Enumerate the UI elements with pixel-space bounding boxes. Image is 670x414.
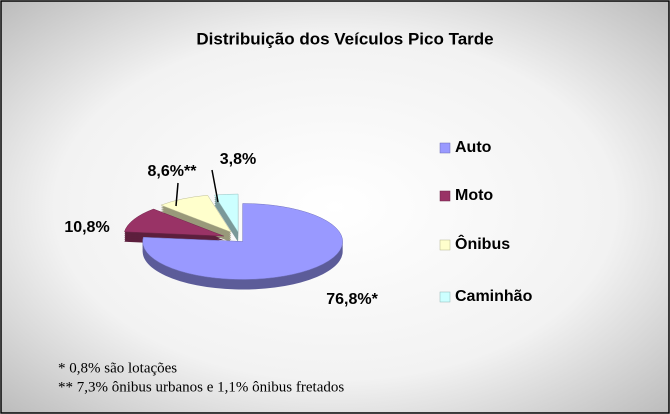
slice bbox=[124, 208, 224, 237]
leader-line bbox=[175, 182, 179, 207]
footnote: * 0,8% são lotações bbox=[58, 360, 177, 376]
slice bbox=[214, 193, 239, 233]
legend-swatch bbox=[439, 142, 451, 154]
slice bbox=[160, 194, 232, 233]
slice bbox=[142, 203, 343, 280]
data-label: 10,8% bbox=[64, 219, 109, 236]
chart-title: Distribuição dos Veículos Pico Tarde bbox=[196, 29, 493, 48]
legend-swatch bbox=[439, 190, 451, 202]
data-label: 8,6%** bbox=[148, 163, 198, 180]
data-label: 76,8%* bbox=[326, 291, 378, 308]
leader-line bbox=[211, 169, 219, 203]
legend-label: Caminhão bbox=[455, 288, 533, 305]
legend-swatch bbox=[439, 291, 451, 303]
data-label: 3,8% bbox=[220, 151, 256, 168]
legend-label: Auto bbox=[455, 139, 492, 156]
legend-label: Moto bbox=[455, 187, 493, 204]
legend-swatch bbox=[439, 239, 451, 251]
footnote: ** 7,3% ônibus urbanos e 1,1% ônibus fre… bbox=[58, 379, 344, 395]
legend-label: Ônibus bbox=[455, 234, 510, 253]
